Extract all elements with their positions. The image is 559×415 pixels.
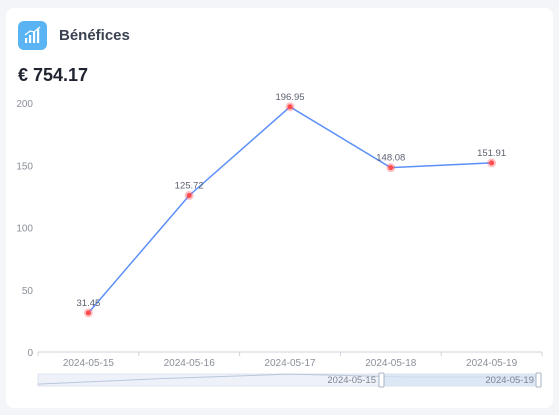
growth-chart-icon <box>18 21 47 50</box>
data-point[interactable] <box>489 160 495 166</box>
zoom-handle-start[interactable] <box>378 372 385 388</box>
data-label: 151.91 <box>477 148 506 159</box>
data-point[interactable] <box>85 310 91 316</box>
data-point[interactable] <box>186 192 192 198</box>
data-point[interactable] <box>287 104 293 110</box>
x-tick-label: 2024-05-15 <box>63 358 115 369</box>
zoom-handle-end[interactable] <box>535 372 542 388</box>
total-value: € 754.17 <box>18 65 89 85</box>
data-point[interactable] <box>388 165 394 171</box>
x-tick-label: 2024-05-17 <box>264 358 316 369</box>
data-label: 31.45 <box>77 298 101 309</box>
x-tick-label: 2024-05-16 <box>164 358 216 369</box>
y-tick-label: 50 <box>22 286 34 297</box>
y-tick-label: 0 <box>27 348 33 359</box>
zoom-start-label: 2024-05-15 <box>327 375 376 386</box>
card-title: Bénéfices <box>59 27 130 44</box>
x-tick-label: 2024-05-18 <box>365 358 417 369</box>
series-line <box>87 105 492 314</box>
data-label: 125.72 <box>175 180 204 191</box>
y-tick-label: 200 <box>16 99 33 110</box>
zoom-end-label: 2024-05-19 <box>485 375 534 386</box>
profit-card: Bénéfices € 754.17 <box>6 8 553 408</box>
data-label: 196.95 <box>275 92 304 103</box>
data-label: 148.08 <box>376 153 405 164</box>
zoom-selected-range[interactable] <box>381 374 541 386</box>
y-tick-label: 100 <box>16 224 33 235</box>
x-tick-label: 2024-05-19 <box>466 358 518 369</box>
y-tick-label: 150 <box>16 161 33 172</box>
